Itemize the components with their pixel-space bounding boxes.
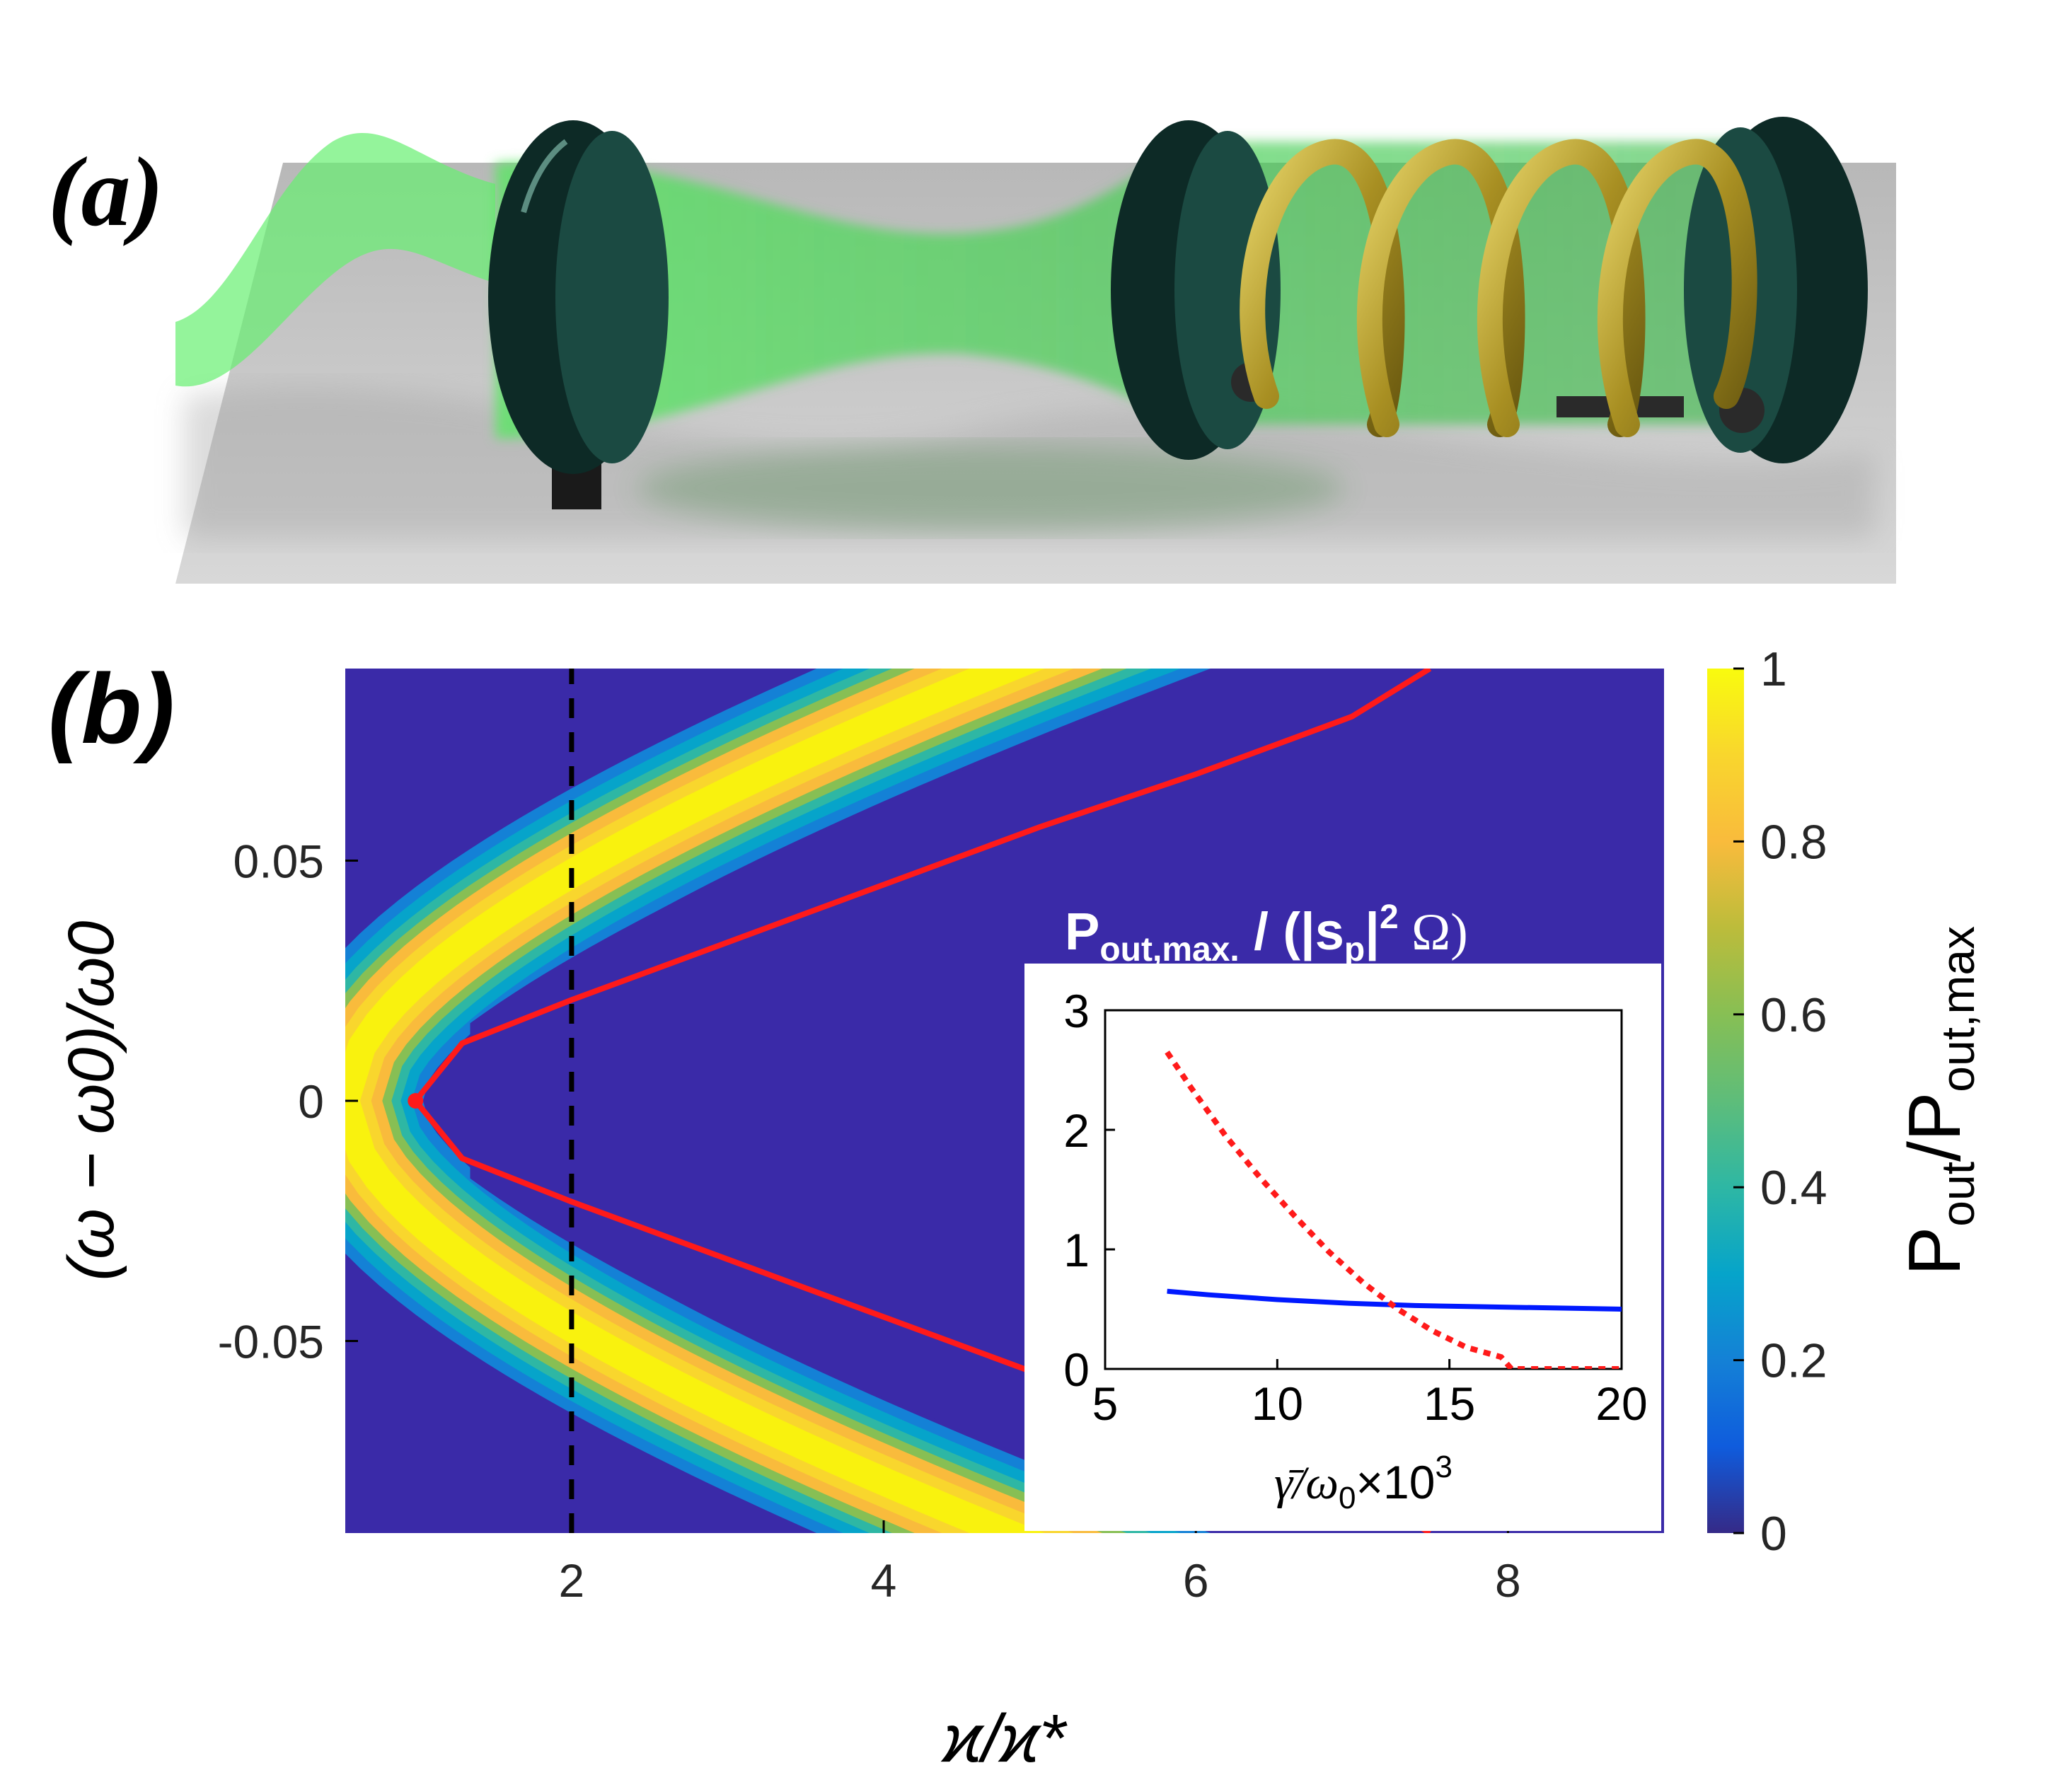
inset-dotted-series [1165,1050,1622,1369]
inset-x-tick-label-3: 20 [1595,1377,1647,1430]
inset-solid-series [1167,1288,1622,1312]
band-layer-lower-6 [345,1087,1045,1533]
colorbar-ticks: 0 0.2 0.4 0.6 0.8 1 [1733,642,1827,1561]
inset-axes [1104,1009,1623,1370]
inset-x-label: γ̄/ω0×103 [1274,1450,1453,1515]
panel-a-label: (a) [48,137,163,247]
x-tick-label-2: 6 [1183,1554,1209,1607]
mirror-left [488,120,669,509]
y-tick-label-2: 0.05 [233,836,324,888]
spring-coil [1240,139,1757,437]
colorbar-tick-label-2: 0.4 [1760,1161,1827,1215]
colorbar-gradient [1707,669,1744,1533]
colorbar-tick-label-3: 0.6 [1760,988,1827,1042]
inset-x-tick-label-1: 10 [1252,1377,1303,1430]
inset-panel: Pout,max. / (|sp|2 Ω) 5 10 15 20 0 1 2 3 γ̄/ω0×… [1024,898,1661,1531]
svg-text:Pout/Pout,max: Pout/Pout,max [1894,926,1984,1276]
resonance-curve-0 [413,669,1432,1103]
incoming-wave [175,132,495,387]
x-tick-label-3: 8 [1495,1554,1521,1607]
inset-y-tick-label-3: 3 [1063,985,1090,1037]
resonance-point-0 [408,1093,424,1109]
panel-a-illustration [175,117,1896,584]
heatmap-ticks: 2 4 6 8 -0.05 0 0.05 [218,836,1521,1607]
colorbar-tick-label-1: 0.2 [1760,1334,1827,1388]
heatmap-x-label: ϰ/ϰ* [940,1701,1068,1776]
inset-frame [1024,964,1661,1531]
colorbar-tick-label-4: 0.8 [1760,815,1827,869]
band-layer-upper-6 [345,669,1045,1115]
panel-b-label: (b) [48,653,175,764]
inset-y-tick-label-0: 0 [1063,1343,1090,1396]
heatmap-y-label: (ω − ω0)/ω0 [55,921,127,1281]
colorbar-tick-label-0: 0 [1760,1507,1787,1561]
inset-y-tick-label-2: 2 [1063,1104,1090,1157]
inset-ticks: 5 10 15 20 0 1 2 3 [1063,985,1647,1430]
inset-lines [1165,1050,1622,1369]
colorbar-tick-label-5: 1 [1760,642,1787,696]
inset-x-tick-label-2: 15 [1423,1377,1475,1430]
inset-x-tick-label-0: 5 [1092,1377,1119,1430]
x-tick-label-0: 2 [558,1554,584,1607]
beam-shadow [637,446,1344,531]
colorbar: 0 0.2 0.4 0.6 0.8 1 [1707,642,1827,1561]
y-tick-label-1: 0 [298,1075,324,1128]
y-tick-label-0: -0.05 [218,1315,324,1368]
inset-y-tick-label-1: 1 [1063,1224,1090,1276]
inset-title: Pout,max. / (|sp|2 Ω) [1065,898,1468,969]
x-tick-label-1: 4 [871,1554,897,1607]
colorbar-label: Pout/Pout,max [1894,926,1984,1276]
